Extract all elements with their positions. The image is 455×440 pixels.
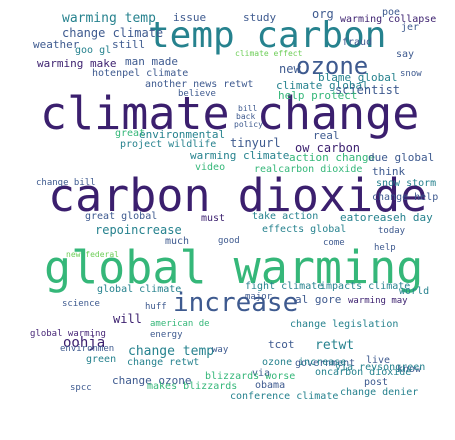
word: warming temp [62, 11, 156, 26]
word: action change [289, 151, 376, 164]
word: good [218, 236, 240, 246]
word: policy [234, 120, 263, 129]
word: know [397, 364, 422, 375]
word: tinyurl [230, 136, 281, 150]
word: fraud [342, 37, 373, 48]
word: blizzards worse [205, 371, 296, 382]
word: real [313, 129, 340, 142]
word: believe [178, 89, 216, 99]
word: way [212, 345, 229, 355]
word: change denier [340, 387, 419, 398]
word: impacts climate [320, 281, 411, 292]
word: warming make [37, 57, 117, 70]
word: will [113, 312, 142, 326]
word: huff [145, 302, 167, 312]
word: post [364, 377, 389, 388]
word: oohja [63, 335, 106, 351]
word: come [323, 238, 345, 248]
word: change temp [128, 344, 215, 359]
word: must [201, 213, 226, 224]
word: realcarbon dioxide [254, 164, 363, 175]
word: great global [85, 211, 158, 222]
word: scientist [335, 83, 401, 97]
word: conference climate [230, 391, 339, 402]
word: eatoreaseh day [340, 211, 433, 224]
word: increase [173, 288, 299, 318]
word: repoincrease [95, 223, 182, 237]
word: poe [382, 7, 401, 18]
word: global climate [97, 284, 182, 295]
word: ozone [296, 52, 369, 80]
word: change bill [36, 178, 96, 188]
word: carbon dioxide [48, 169, 428, 222]
word: via revsongreen [335, 362, 426, 373]
word: environmen [60, 344, 115, 354]
word: major [245, 292, 273, 302]
word: help protect [278, 89, 358, 102]
word: al gore [295, 293, 342, 306]
word: warming collapse [340, 14, 437, 25]
word: today [378, 226, 406, 236]
word: change retwt [127, 357, 200, 368]
word: take action [252, 211, 319, 222]
word: global warming [44, 241, 424, 294]
word: another news retwt [145, 79, 254, 90]
word: green [86, 354, 117, 365]
word: temp carbon [148, 15, 387, 56]
word: org [312, 7, 334, 21]
word: much [165, 236, 190, 247]
word: jer [401, 22, 420, 33]
word: via [252, 368, 271, 379]
word: spcc [70, 383, 92, 393]
word: effects global [262, 224, 347, 235]
word: live [366, 355, 391, 366]
word: think [372, 165, 406, 178]
word: energy [150, 330, 183, 340]
word: warming may [348, 296, 408, 306]
word: climate effect [235, 49, 303, 58]
word: issue [173, 11, 207, 24]
word: science [62, 299, 100, 309]
word: weather [33, 38, 80, 51]
word: video [195, 162, 226, 173]
word: climate change [40, 87, 420, 140]
word: government [295, 358, 356, 369]
word: goo gl [75, 45, 112, 56]
word: world [399, 286, 430, 297]
word: global warming [30, 329, 106, 339]
word: retwt [315, 338, 355, 353]
word: fight climate [245, 281, 324, 292]
word: environmental [139, 128, 226, 141]
word: change climate [62, 26, 164, 40]
word: still [112, 38, 146, 51]
word: bill [238, 104, 258, 113]
word: ow carbon [295, 141, 361, 155]
word: say [396, 49, 415, 60]
word: change legislation [290, 319, 399, 330]
word: oncarbon dioxide [315, 367, 412, 378]
word: makes blizzards [147, 381, 238, 392]
word: snow [400, 69, 422, 79]
word: climate global [276, 79, 369, 92]
word: tcot [268, 338, 295, 351]
word: due global [368, 151, 435, 164]
word: project wildlife [120, 139, 217, 150]
word: snow storm [376, 178, 437, 189]
word: man made [125, 55, 178, 68]
word: change help [372, 192, 439, 203]
word: change ozone [112, 374, 192, 387]
word: warming climate [190, 149, 290, 162]
word: ozone increase [262, 357, 347, 368]
word: new federal [66, 250, 119, 259]
word: help [374, 243, 396, 253]
word: study [243, 11, 277, 24]
word: new [279, 62, 301, 76]
word: hotenpel climate [92, 68, 189, 79]
word: great [115, 128, 146, 139]
word: obama [255, 380, 286, 391]
word: american de [150, 319, 210, 329]
word: blame global [318, 71, 398, 84]
word: back [236, 112, 256, 121]
